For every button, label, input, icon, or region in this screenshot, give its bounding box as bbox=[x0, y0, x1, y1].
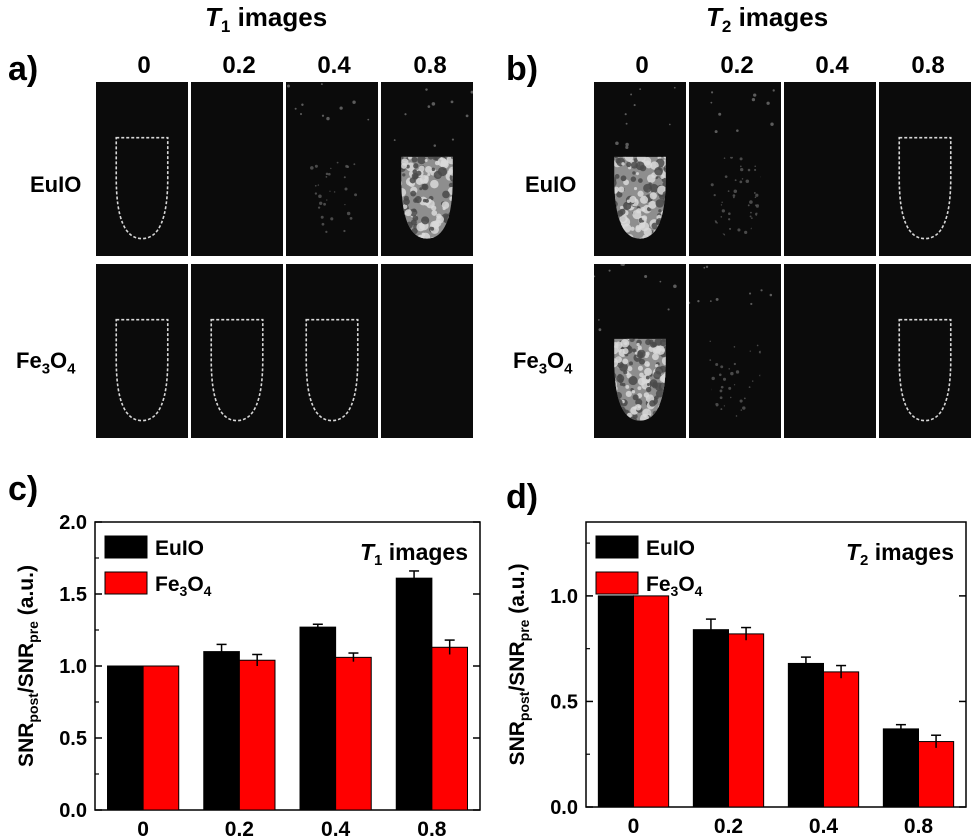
bar-fe3o4-0.2 bbox=[238, 659, 276, 811]
bar-euio-0.8 bbox=[882, 728, 920, 808]
y-tick-label: 1.0 bbox=[550, 586, 578, 608]
t1-title-italic: T bbox=[205, 2, 221, 32]
x-tick-label: 0 bbox=[628, 815, 640, 838]
bar-euio-0.4 bbox=[299, 626, 337, 811]
t1-images-title: T1 images bbox=[205, 2, 327, 37]
col-label-a-1: 0.2 bbox=[222, 52, 256, 79]
legend-swatch-euio bbox=[595, 535, 639, 559]
mri-tile-euio-0 bbox=[594, 82, 686, 256]
bar-chart-t2: 0.0 0.5 1.0 0 0.2 0.4 0.8 EuIO Fe3O4 T2 images SNR… bbox=[506, 521, 967, 838]
bar-euio-0.2 bbox=[203, 651, 240, 811]
bar-chart-t1: 0.0 0.5 1.0 1.5 2.0 0 0.2 0.4 0.8 EuIO Fe3O4 T1 ima… bbox=[15, 512, 481, 839]
t2-images-title: T2 images bbox=[706, 2, 828, 37]
legend-swatch-euio bbox=[104, 535, 148, 559]
fe-sub1: 3 bbox=[41, 360, 51, 378]
y-tick-label: 2.0 bbox=[59, 512, 87, 534]
x-tick-label: 0.8 bbox=[417, 818, 447, 839]
y-tick-label: 1.5 bbox=[59, 584, 87, 606]
y-tick-label: 0.0 bbox=[550, 797, 578, 819]
fe-sub2: 4 bbox=[67, 360, 76, 378]
t2-title-sub: 2 bbox=[721, 17, 732, 37]
fe-mid: O bbox=[50, 348, 68, 373]
bar-fe3o4-0 bbox=[633, 595, 670, 808]
bar-euio-0 bbox=[597, 595, 634, 808]
mri-tile-fe3o4-0 bbox=[594, 264, 686, 438]
mri-tile-fe3o4-0 bbox=[96, 264, 188, 438]
bar-fe3o4-0.8 bbox=[918, 741, 955, 808]
mri-tile-euio-1 bbox=[689, 82, 781, 256]
bar-euio-0.8 bbox=[395, 577, 433, 811]
x-tick-label: 0 bbox=[137, 818, 149, 839]
mri-tile-fe3o4-2 bbox=[784, 264, 876, 438]
y-axis-label: SNRpost/SNRpre (a.u.) bbox=[15, 565, 41, 767]
x-tick-label: 0.8 bbox=[904, 815, 934, 838]
y-tick-label: 0.0 bbox=[59, 800, 87, 822]
fe-sub1: 3 bbox=[538, 360, 548, 378]
t2-title-italic: T bbox=[706, 2, 722, 32]
x-tick-label: 0.2 bbox=[714, 815, 743, 838]
row-label-fe3o4-b: Fe3O4 bbox=[513, 348, 573, 377]
col-label-a-0: 0 bbox=[137, 52, 151, 79]
y-tick-label: 0.5 bbox=[59, 728, 87, 750]
bar-fe3o4-0.8 bbox=[431, 646, 468, 811]
fe-main: Fe bbox=[16, 348, 42, 373]
legend-label-euio: EuIO bbox=[155, 537, 204, 560]
x-tick-label: 0.4 bbox=[809, 815, 839, 838]
panel-letter-a: a) bbox=[8, 50, 39, 88]
fe-main: Fe bbox=[513, 348, 539, 373]
y-tick-label: 1.0 bbox=[59, 656, 87, 678]
row-label-fe3o4-a: Fe3O4 bbox=[16, 348, 76, 377]
panel-letter-b: b) bbox=[506, 50, 539, 88]
col-label-b-1: 0.2 bbox=[720, 52, 754, 79]
mri-tile-fe3o4-3 bbox=[381, 264, 473, 438]
mri-tile-fe3o4-1 bbox=[191, 264, 283, 438]
t2-image-grid bbox=[594, 82, 979, 438]
legend-label-euio: EuIO bbox=[646, 537, 695, 560]
col-label-b-3: 0.8 bbox=[911, 52, 945, 79]
panel-letter-d: d) bbox=[506, 478, 539, 516]
legend-label-fe3o4: Fe3O4 bbox=[646, 573, 703, 599]
mri-tile-euio-0 bbox=[96, 82, 188, 256]
fe-sub2: 4 bbox=[564, 360, 573, 378]
mri-tile-euio-2 bbox=[286, 82, 378, 256]
bar-fe3o4-0.4 bbox=[335, 656, 372, 811]
row-label-euio-b: EuIO bbox=[525, 172, 577, 197]
mri-tile-fe3o4-3 bbox=[879, 264, 971, 438]
legend-swatch-fe3o4 bbox=[595, 571, 639, 595]
t1-title-sub: 1 bbox=[220, 17, 231, 37]
mri-tile-euio-2 bbox=[784, 82, 876, 256]
bar-fe3o4-0.2 bbox=[728, 633, 765, 808]
fe-mid: O bbox=[547, 348, 565, 373]
y-tick-label: 0.5 bbox=[550, 691, 578, 713]
bar-euio-0.4 bbox=[787, 662, 825, 808]
col-label-b-2: 0.4 bbox=[815, 52, 849, 79]
t2-title-rest: images bbox=[731, 2, 829, 32]
mri-tile-fe3o4-1 bbox=[689, 264, 781, 438]
x-tick-label: 0.2 bbox=[225, 818, 254, 839]
bar-fe3o4-0.4 bbox=[823, 671, 860, 808]
mri-tile-euio-1 bbox=[191, 82, 283, 256]
bar-euio-0 bbox=[107, 665, 144, 811]
legend-swatch-fe3o4 bbox=[104, 571, 148, 595]
row-label-euio-a: EuIO bbox=[30, 172, 82, 197]
col-label-b-0: 0 bbox=[635, 52, 649, 79]
panel-letter-c: c) bbox=[8, 470, 39, 508]
bar-fe3o4-0 bbox=[142, 665, 180, 811]
col-label-a-3: 0.8 bbox=[413, 52, 447, 79]
y-axis-label: SNRpost/SNRpre (a.u.) bbox=[506, 564, 532, 766]
chart-inner-title: T1 images bbox=[360, 539, 468, 569]
mri-tile-fe3o4-2 bbox=[286, 264, 378, 438]
bar-euio-0.2 bbox=[692, 629, 730, 808]
plot-frame bbox=[585, 521, 967, 808]
mri-tile-euio-3 bbox=[381, 82, 473, 256]
t1-title-rest: images bbox=[230, 2, 328, 32]
col-label-a-2: 0.4 bbox=[317, 52, 351, 79]
mri-tile-euio-3 bbox=[879, 82, 971, 256]
chart-inner-title: T2 images bbox=[846, 539, 954, 569]
x-tick-label: 0.4 bbox=[321, 818, 351, 839]
legend-label-fe3o4: Fe3O4 bbox=[155, 573, 212, 599]
t1-image-grid bbox=[96, 82, 483, 438]
